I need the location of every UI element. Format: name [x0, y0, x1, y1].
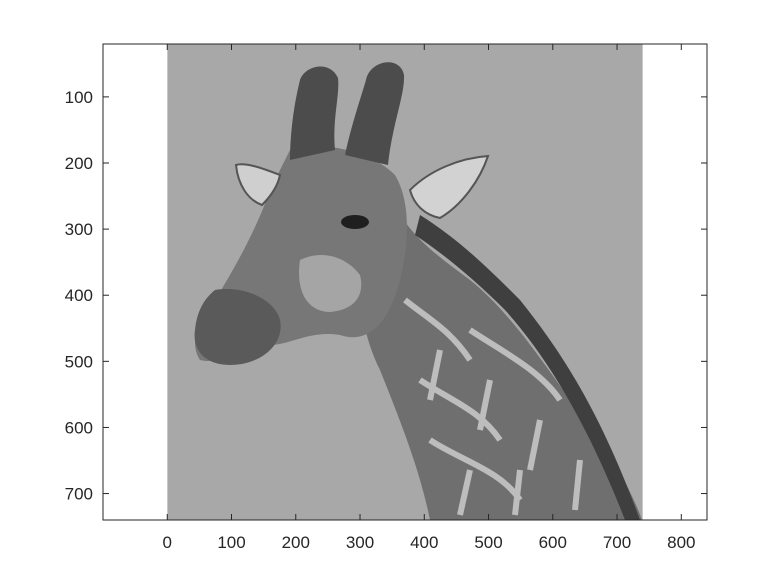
- x-tick-label: 500: [474, 533, 502, 552]
- giraffe-ossicone-right: [345, 62, 405, 165]
- x-axis: 0 100 200 300 400 500 600 700 800: [163, 44, 695, 552]
- x-tick-label: 400: [410, 533, 438, 552]
- giraffe-ear-left: [234, 163, 282, 207]
- y-tick-label: 600: [65, 418, 93, 437]
- image-plot: [167, 44, 643, 520]
- y-tick-label: 100: [65, 88, 93, 107]
- y-tick-label: 400: [65, 286, 93, 305]
- y-tick-label: 300: [65, 220, 93, 239]
- giraffe-muzzle: [194, 289, 281, 365]
- x-tick-label: 600: [539, 533, 567, 552]
- x-tick-label: 200: [282, 533, 310, 552]
- y-axis: 100 200 300 400 500 600 700: [65, 88, 707, 504]
- giraffe-ossicone-left: [290, 66, 339, 160]
- x-tick-label: 300: [346, 533, 374, 552]
- y-tick-label: 500: [65, 352, 93, 371]
- x-tick-label: 100: [217, 533, 245, 552]
- x-tick-label: 0: [163, 533, 172, 552]
- y-tick-label: 700: [65, 485, 93, 504]
- giraffe-neck-pattern: [403, 297, 583, 516]
- giraffe-eye: [341, 215, 369, 229]
- giraffe-ear-right: [408, 154, 490, 220]
- axes-box: [102, 43, 708, 521]
- y-tick-label: 200: [65, 154, 93, 173]
- x-tick-label: 800: [667, 533, 695, 552]
- giraffe-mane: [415, 215, 640, 520]
- giraffe-face-highlight: [299, 255, 362, 312]
- x-tick-label: 700: [603, 533, 631, 552]
